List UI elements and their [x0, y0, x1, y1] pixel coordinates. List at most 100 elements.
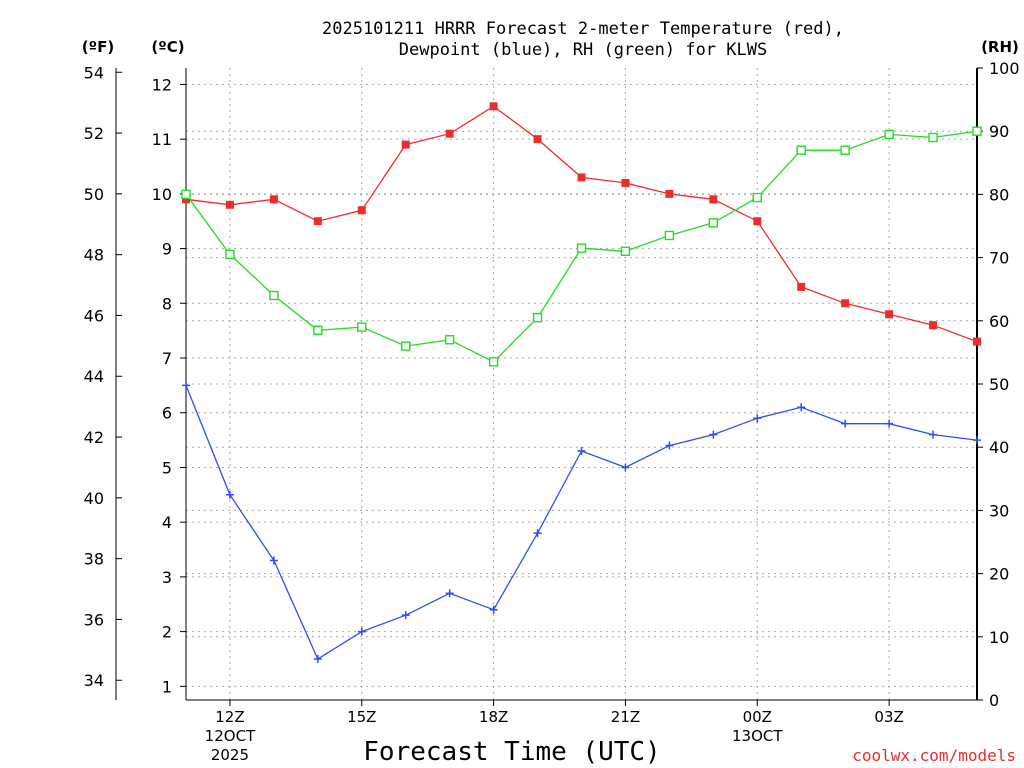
series-markers [181, 102, 982, 663]
dewpoint-point [753, 414, 762, 423]
temperature-point [489, 102, 498, 111]
rh-point [488, 357, 499, 367]
dewpoint-point [929, 430, 938, 439]
temperature-point [269, 195, 278, 204]
x-tick-label: 03Z [874, 708, 903, 726]
rh-tick-label: 60 [989, 312, 1009, 331]
x-tick-label: 18Z [479, 708, 508, 726]
x-tick-label: 12Z [215, 708, 244, 726]
temperature-point [182, 195, 190, 204]
temperature-point [621, 178, 630, 187]
left-f-axis-label: (ºF) [82, 38, 114, 56]
rh-point [444, 335, 455, 345]
rh-point [313, 325, 323, 335]
rh-point [752, 192, 762, 203]
dewpoint-point [225, 490, 234, 499]
series-lines [185, 105, 978, 660]
c-tick-label: 3 [162, 568, 172, 587]
c-tick-label: 9 [162, 240, 172, 259]
f-tick-label: 50 [84, 185, 104, 204]
c-tick-label: 12 [152, 75, 172, 94]
f-tick-label: 54 [84, 63, 104, 82]
rh-tick-label: 30 [989, 501, 1009, 520]
rh-tick-label: 40 [989, 438, 1009, 457]
c-tick-label: 5 [162, 458, 172, 477]
dewpoint-point [577, 447, 586, 456]
rh-tick-label: 70 [989, 249, 1009, 268]
c-tick-label: 7 [162, 349, 172, 368]
rh-point [796, 145, 806, 155]
rh-point [972, 126, 982, 136]
chart-title-line1: 2025101211 HRRR Forecast 2-meter Tempera… [322, 19, 844, 39]
dewpoint-point [665, 441, 674, 450]
f-tick-label: 38 [84, 550, 104, 569]
f-tick-label: 48 [84, 246, 104, 265]
dewpoint-point [841, 419, 850, 428]
f-tick-label: 46 [84, 306, 104, 325]
temperature-point [885, 310, 894, 319]
dewpoint-point [269, 556, 278, 565]
rh-point [840, 145, 850, 155]
rh-point [664, 230, 675, 241]
temperature-point [841, 299, 850, 308]
rh-tick-label: 0 [989, 691, 999, 710]
temperature-point [225, 200, 234, 209]
rh-point [269, 290, 279, 301]
dewpoint-point [533, 529, 542, 538]
grid-lines [186, 68, 977, 700]
dewpoint-point [885, 419, 894, 428]
rh-point [401, 341, 411, 351]
x-tick-label: 21Z [611, 708, 640, 726]
rh-point [532, 312, 543, 323]
f-tick-label: 36 [84, 610, 104, 629]
temperature-point [929, 321, 938, 330]
rh-point [576, 243, 587, 253]
f-tick-label: 42 [84, 428, 104, 447]
c-tick-label: 8 [162, 294, 172, 313]
temperature-point [973, 337, 981, 346]
rh-tick-label: 50 [989, 375, 1009, 394]
temperature-point [665, 189, 674, 198]
f-tick-label: 52 [84, 124, 104, 143]
chart-title-line2: Dewpoint (blue), RH (green) for KLWS [399, 40, 767, 60]
right-rh-axis-label: (RH) [981, 38, 1019, 56]
rh-point [884, 129, 894, 140]
temperature-point [313, 217, 322, 226]
dewpoint-point [973, 436, 981, 445]
rh-tick-label: 10 [989, 628, 1009, 647]
x-tick-label: 15Z [347, 708, 376, 726]
dewpoint-point [797, 403, 806, 412]
f-tick-label: 44 [84, 367, 104, 386]
dewpoint-point [401, 611, 410, 620]
rh-point [181, 189, 191, 200]
rh-point [225, 249, 235, 260]
c-tick-label: 6 [162, 404, 172, 423]
rh-tick-label: 100 [989, 59, 1020, 78]
rh-point [357, 322, 367, 332]
rh-point [620, 246, 631, 256]
left-c-axis-label: (ºC) [151, 38, 184, 56]
c-tick-label: 11 [152, 130, 172, 149]
x-tick-date-label: 13OCT [732, 727, 783, 745]
x-tick-label: 00Z [743, 708, 772, 726]
temperature-point [709, 195, 718, 204]
dewpoint-point [357, 627, 366, 636]
f-tick-label: 34 [84, 671, 104, 690]
series-line-temperature [185, 105, 978, 343]
rh-point [928, 132, 938, 143]
temperature-point [797, 282, 806, 291]
x-axis-label: Forecast Time (UTC) [363, 737, 660, 767]
c-tick-label: 1 [162, 677, 172, 696]
dewpoint-point [709, 430, 718, 439]
rh-tick-label: 80 [989, 185, 1009, 204]
temperature-point [533, 135, 542, 144]
x-tick-date-label: 12OCT [205, 727, 256, 745]
x-tick-year-label: 2025 [211, 746, 249, 764]
dewpoint-point [489, 605, 498, 614]
c-tick-label: 10 [152, 185, 172, 204]
c-tick-label: 4 [162, 513, 172, 532]
dewpoint-point [621, 463, 630, 472]
temperature-point [401, 140, 410, 149]
temperature-point [577, 173, 586, 182]
